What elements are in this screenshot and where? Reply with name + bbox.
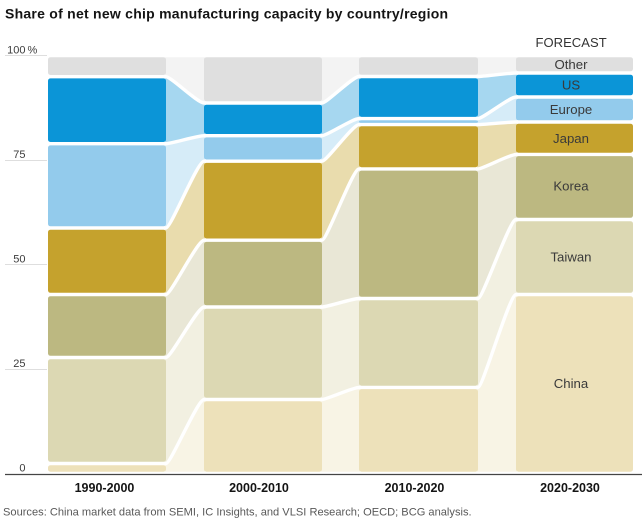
svg-text:1990-2000: 1990-2000 <box>75 481 135 495</box>
svg-text:US: US <box>562 78 581 93</box>
svg-text:0: 0 <box>19 463 25 475</box>
svg-text:Japan: Japan <box>553 131 589 146</box>
svg-text:2000-2010: 2000-2010 <box>229 481 289 495</box>
svg-text:100: 100 <box>7 45 25 57</box>
svg-text:50: 50 <box>13 254 25 266</box>
svg-text:Europe: Europe <box>550 102 593 117</box>
svg-text:Share of net new chip manufact: Share of net new chip manufacturing capa… <box>5 6 448 22</box>
svg-text:75: 75 <box>13 149 25 161</box>
svg-text:%: % <box>28 45 38 57</box>
svg-text:Sources: China market data fro: Sources: China market data from SEMI, IC… <box>3 507 472 519</box>
svg-text:China: China <box>554 376 589 391</box>
svg-text:Other: Other <box>555 57 589 72</box>
svg-text:2020-2030: 2020-2030 <box>540 481 600 495</box>
svg-text:Taiwan: Taiwan <box>550 250 591 265</box>
svg-text:25: 25 <box>13 358 25 370</box>
svg-text:2010-2020: 2010-2020 <box>385 481 445 495</box>
svg-text:Korea: Korea <box>553 179 589 194</box>
svg-text:FORECAST: FORECAST <box>536 35 607 50</box>
